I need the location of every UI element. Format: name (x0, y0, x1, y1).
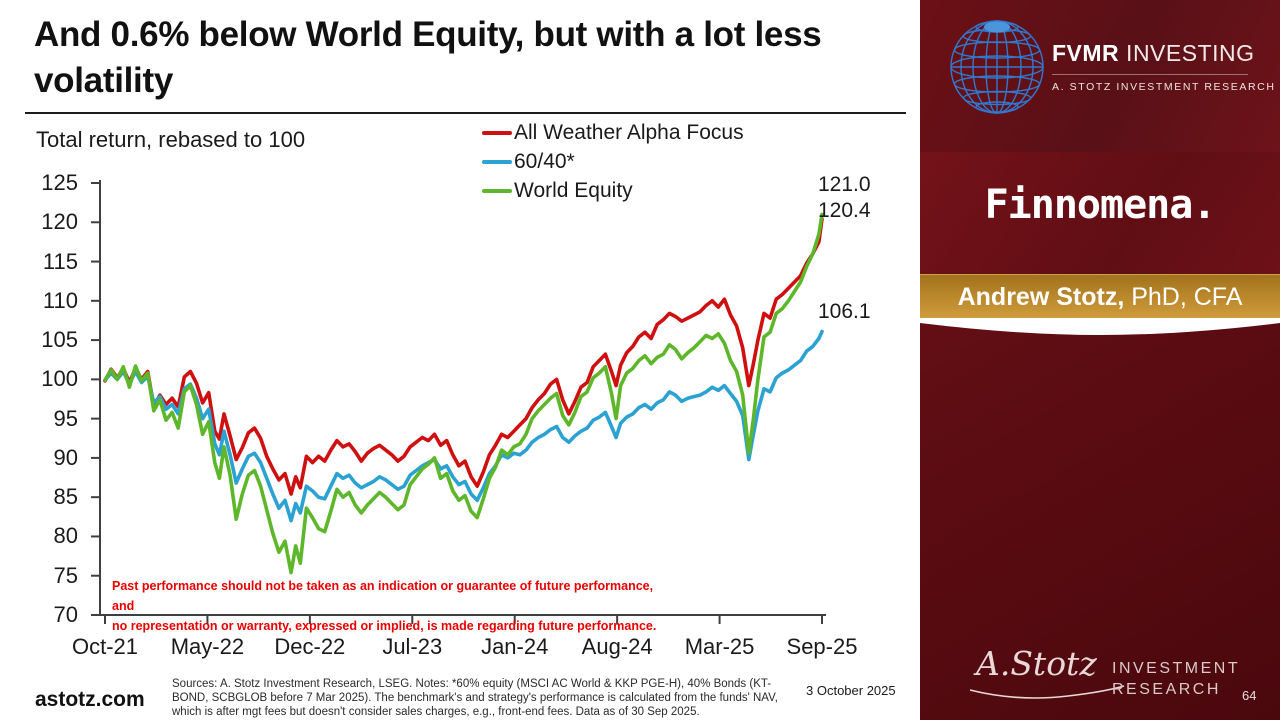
series-end-label: 120.4 (818, 199, 871, 222)
brand-name-bold: FVMR (1052, 40, 1120, 66)
legend-label: World Equity (514, 179, 633, 202)
sidebar-footer: A.Stotz INVESTMENT RESEARCH 64 (920, 332, 1280, 720)
footer-brand-line2: RESEARCH (1112, 681, 1221, 698)
y-tick-label: 100 (41, 366, 78, 392)
x-tick-label: Sep-25 (786, 634, 858, 659)
partner-logo-block: Finnomena. (920, 152, 1280, 274)
brand-divider (1052, 74, 1248, 75)
x-tick-label: Jul-23 (382, 634, 443, 659)
signature-block: A.Stotz (969, 644, 1126, 699)
x-tick-label: Dec-22 (274, 634, 346, 659)
slide-main-area: And 0.6% below World Equity, but with a … (25, 15, 906, 719)
chart-subtitle: Total return, rebased to 100 (36, 127, 306, 152)
brand-subtitle: A. STOTZ INVESTMENT RESEARCH (1052, 81, 1276, 93)
fvmr-logo-block: FVMR INVESTING A. STOTZ INVESTMENT RESEA… (920, 0, 1280, 152)
legend-item: World Equity (482, 178, 744, 204)
y-tick-label: 90 (53, 444, 78, 470)
legend-label: 60/40* (514, 150, 575, 173)
y-tick-label: 80 (53, 523, 78, 549)
legend-swatch (482, 131, 512, 135)
author-name-bold: Andrew Stotz, (957, 282, 1125, 311)
signature-text: A.Stotz (976, 644, 1097, 683)
series-end-label: 106.1 (818, 300, 871, 323)
legend-swatch (482, 160, 512, 164)
website-link[interactable]: astotz.com (35, 688, 145, 711)
y-tick-label: 125 (41, 170, 78, 195)
x-tick-label: Mar-25 (684, 634, 755, 659)
brand-sidebar: FVMR INVESTING A. STOTZ INVESTMENT RESEA… (920, 0, 1280, 720)
x-tick-label: Jan-24 (481, 634, 549, 659)
line-chart (91, 180, 826, 624)
legend-label: All Weather Alpha Focus (514, 121, 744, 144)
disclaimer-line-2: no representation or warranty, expressed… (112, 619, 657, 633)
brand-text-block: FVMR INVESTING A. STOTZ INVESTMENT RESEA… (1052, 40, 1276, 93)
y-tick-label: 95 (53, 405, 78, 431)
signature-flourish (969, 685, 1125, 699)
disclaimer-text: Past performance should not be taken as … (112, 576, 672, 636)
author-banner: Andrew Stotz, PhD, CFA (920, 274, 1280, 319)
page-number: 64 (1242, 688, 1257, 703)
title-divider (25, 112, 906, 114)
y-tick-label: 70 (53, 602, 78, 627)
brand-name: FVMR INVESTING (1052, 40, 1272, 67)
legend-item: All Weather Alpha Focus (482, 120, 744, 146)
x-tick-label: May-22 (170, 634, 245, 659)
legend-swatch (482, 189, 512, 193)
legend-item: 60/40* (482, 149, 744, 175)
chart-legend: All Weather Alpha Focus 60/40* World Equit… (482, 120, 744, 207)
footer-brand-line1: INVESTMENT (1112, 660, 1241, 677)
author-name: Andrew Stotz, PhD, CFA (958, 283, 1243, 312)
y-tick-label: 75 (53, 562, 78, 588)
sources-note: Sources: A. Stotz Investment Research, L… (172, 678, 778, 719)
y-tick-label: 120 (41, 209, 78, 235)
disclaimer-line-1: Past performance should not be taken as … (112, 579, 654, 613)
y-tick-label: 115 (42, 248, 78, 274)
y-tick-label: 110 (42, 287, 78, 313)
series-end-label: 121.0 (818, 173, 871, 196)
footer-brand-text: INVESTMENT RESEARCH (1112, 658, 1240, 700)
author-credentials: PhD, CFA (1124, 282, 1243, 311)
y-tick-label: 105 (41, 327, 78, 353)
brand-name-rest: INVESTING (1119, 40, 1255, 66)
x-tick-label: Aug-24 (581, 634, 653, 659)
globe-icon (950, 20, 1044, 114)
finnomena-logo: Finnomena. (984, 182, 1217, 228)
slide-date: 3 October 2025 (806, 683, 896, 698)
x-tick-label: Oct-21 (71, 634, 139, 659)
y-tick-label: 85 (53, 484, 78, 510)
banner-swoosh (920, 318, 1280, 335)
page-title: And 0.6% below World Equity, but with a … (34, 15, 822, 101)
